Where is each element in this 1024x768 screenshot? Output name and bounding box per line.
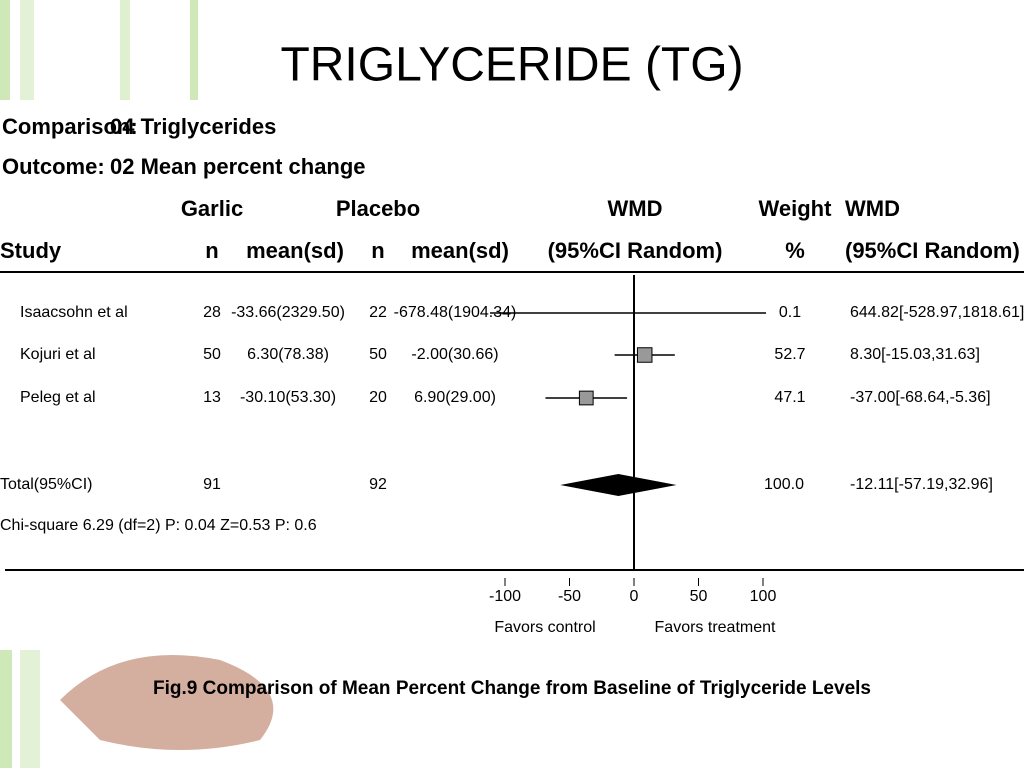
placebo-mean: -678.48(1904.34) xyxy=(394,304,517,321)
heterogeneity: Chi-square 6.29 (df=2) P: 0.04 Z=0.53 P:… xyxy=(0,517,317,534)
placebo-mean: -2.00(30.66) xyxy=(411,346,498,363)
x-tick-label: -50 xyxy=(558,588,581,605)
wmd: 8.30[-15.03,31.63] xyxy=(850,346,980,363)
header: WMD xyxy=(608,196,663,221)
placebo-n: 20 xyxy=(369,389,387,406)
header: Placebo xyxy=(336,196,420,221)
placebo-n: 22 xyxy=(369,304,387,321)
header: Study xyxy=(0,238,62,263)
header: mean(sd) xyxy=(411,238,509,263)
garlic-mean: -30.10(53.30) xyxy=(240,389,336,406)
header: Garlic xyxy=(181,196,243,221)
weight: 0.1 xyxy=(779,304,801,321)
weight: 47.1 xyxy=(774,389,805,406)
axis-label: Favors treatment xyxy=(655,619,776,636)
wmd: -37.00[-68.64,-5.36] xyxy=(850,389,991,406)
x-tick-label: -100 xyxy=(489,588,521,605)
header: n xyxy=(205,238,218,263)
header: (95%CI Random) xyxy=(548,238,723,263)
placebo-mean: 6.90(29.00) xyxy=(414,389,496,406)
garlic-n: 28 xyxy=(203,304,221,321)
garlic-n: 50 xyxy=(203,346,221,363)
garlic-n: 13 xyxy=(203,389,221,406)
study: Peleg et al xyxy=(20,389,96,406)
decor xyxy=(0,0,274,768)
x-tick-label: 50 xyxy=(690,588,708,605)
wmd: 644.82[-528.97,1818.61] xyxy=(850,304,1024,321)
placebo-n: 92 xyxy=(369,476,387,493)
weight: 52.7 xyxy=(774,346,805,363)
header: Weight xyxy=(759,196,833,221)
study: Isaacsohn et al xyxy=(20,304,128,321)
outcome-value: 02 Mean percent change xyxy=(110,154,366,179)
x-tick-label: 100 xyxy=(750,588,777,605)
outcome-label: Outcome: xyxy=(2,154,105,179)
total-diamond xyxy=(560,474,677,496)
weight: 100.0 xyxy=(764,476,804,493)
header: mean(sd) xyxy=(246,238,344,263)
caption: Fig.9 Comparison of Mean Percent Change … xyxy=(153,678,871,699)
study: Kojuri et al xyxy=(20,346,96,363)
x-tick-label: 0 xyxy=(630,588,639,605)
header: n xyxy=(371,238,384,263)
header: % xyxy=(785,238,805,263)
title: TRIGLYCERIDE (TG) xyxy=(280,39,743,92)
wmd: -12.11[-57.19,32.96] xyxy=(850,476,993,493)
plot-area xyxy=(490,312,766,496)
placebo-n: 50 xyxy=(369,346,387,363)
garlic-mean: -33.66(2329.50) xyxy=(231,304,345,321)
weight-box xyxy=(636,347,653,363)
axis-label: Favors control xyxy=(494,619,595,636)
header: WMD xyxy=(845,196,900,221)
garlic-mean: 6.30(78.38) xyxy=(247,346,329,363)
header: (95%CI Random) xyxy=(845,238,1020,263)
study: Total(95%CI) xyxy=(0,476,92,493)
comparison-value: 04 Triglycerides xyxy=(110,114,276,139)
weight-box xyxy=(578,390,594,406)
comparison-label: Comparison: xyxy=(2,114,138,139)
garlic-n: 91 xyxy=(203,476,221,493)
